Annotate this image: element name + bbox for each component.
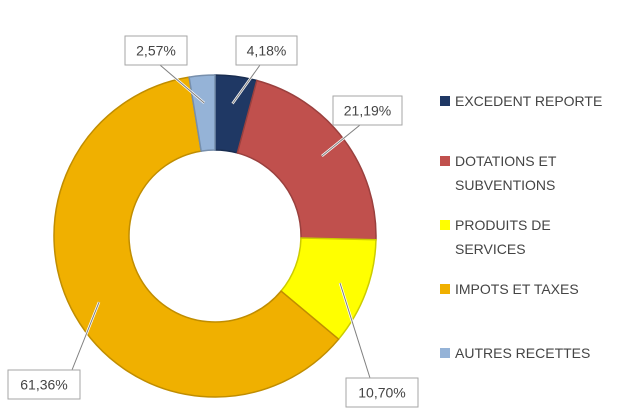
legend-label: EXCEDENT REPORTE xyxy=(455,93,602,109)
legend-item-autres-recettes: AUTRES RECETTES xyxy=(440,345,590,361)
slice-dotations-et-subventions xyxy=(236,79,377,241)
data-label-box xyxy=(124,35,188,66)
legend-item-excedent-reporte: EXCEDENT REPORTE xyxy=(440,93,602,109)
legend-label: SUBVENTIONS xyxy=(455,177,555,193)
legend-label: AUTRES RECETTES xyxy=(455,345,590,361)
legend-label: DOTATIONS ET xyxy=(455,153,557,169)
legend-swatch xyxy=(440,220,450,230)
data-label-text: 2,57% xyxy=(136,43,176,59)
data-label-produits-de-services: 10,70% xyxy=(345,377,419,408)
data-label-text: 61,36% xyxy=(20,377,67,393)
data-label-callouts: 4,18% 21,19% 10,70% 61,36% 2,57% xyxy=(7,35,419,408)
legend-item-produits-de-services: PRODUITS DE SERVICES xyxy=(440,217,551,257)
legend-swatch xyxy=(440,284,450,294)
legend-item-impots-et-taxes: IMPOTS ET TAXES xyxy=(440,281,579,297)
legend-swatch xyxy=(440,156,450,166)
data-label-excedent-reporte: 4,18% xyxy=(235,35,298,66)
callout-leader-lines xyxy=(70,64,372,379)
data-label-box xyxy=(332,95,403,126)
leader-line-dotations-et-subventions xyxy=(321,124,361,157)
data-label-box xyxy=(7,369,81,400)
leader-line-autres-recettes xyxy=(159,64,205,104)
data-label-text: 21,19% xyxy=(344,103,391,119)
legend-label: SERVICES xyxy=(455,241,526,257)
data-label-dotations-et-subventions: 21,19% xyxy=(332,95,403,126)
data-label-autres-recettes: 2,57% xyxy=(124,35,188,66)
donut-slices xyxy=(53,74,377,398)
legend-swatch xyxy=(440,96,450,106)
data-label-text: 4,18% xyxy=(247,43,287,59)
data-label-text: 10,70% xyxy=(358,385,405,401)
leader-line-excedent-reporte xyxy=(232,64,261,104)
legend-label: IMPOTS ET TAXES xyxy=(455,281,579,297)
slice-impots-et-taxes xyxy=(53,76,340,398)
legend: EXCEDENT REPORTE DOTATIONS ET SUBVENTIONS P… xyxy=(440,93,602,361)
legend-label: PRODUITS DE xyxy=(455,217,551,233)
data-label-impots-et-taxes: 61,36% xyxy=(7,369,81,400)
leader-line-produits-de-services xyxy=(339,282,371,379)
legend-item-dotations-et-subventions: DOTATIONS ET SUBVENTIONS xyxy=(440,153,557,193)
data-label-box xyxy=(235,35,298,66)
data-label-box xyxy=(345,377,419,408)
leader-line-impots-et-taxes xyxy=(71,301,100,371)
legend-swatch xyxy=(440,348,450,358)
